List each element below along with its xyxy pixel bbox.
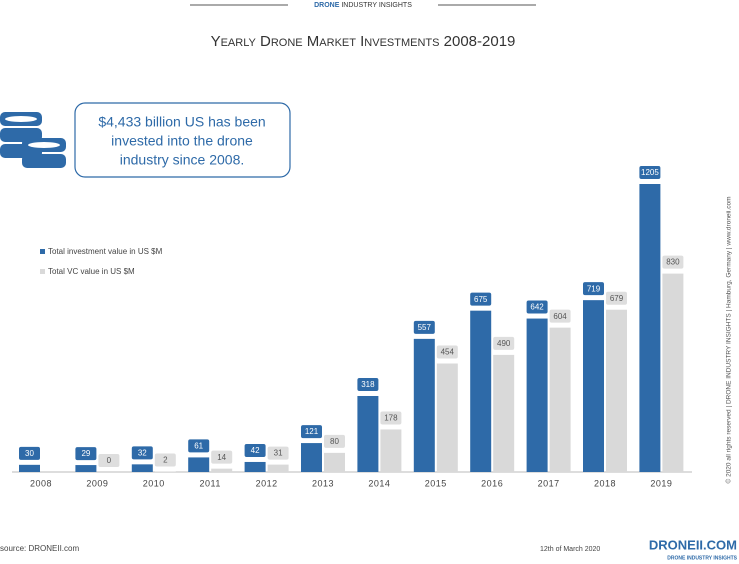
value-label: 557 xyxy=(418,323,432,332)
x-tick-label: 2018 xyxy=(594,478,616,488)
x-tick-label: 2017 xyxy=(538,478,560,488)
value-label: 42 xyxy=(251,446,260,455)
value-label: 31 xyxy=(274,449,283,458)
bar xyxy=(188,457,210,472)
bar xyxy=(267,464,289,472)
header: DRONE INDUSTRY INSIGHTS xyxy=(314,2,412,9)
bar xyxy=(549,327,571,472)
x-tick-label: 2016 xyxy=(481,478,503,488)
bar xyxy=(493,354,515,472)
value-label-box xyxy=(244,443,266,457)
callout-box xyxy=(74,102,291,178)
value-label-box xyxy=(583,282,604,296)
bar xyxy=(19,464,40,472)
value-label: 29 xyxy=(81,449,90,458)
x-tick-label: 2015 xyxy=(425,478,447,488)
value-label: 32 xyxy=(138,448,147,457)
callout-line: invested into the drone xyxy=(111,133,253,149)
bar xyxy=(380,429,402,472)
value-label: 604 xyxy=(553,312,567,321)
value-label: 719 xyxy=(587,284,601,293)
chart-title: Yearly Drone Market Investments 2008-201… xyxy=(211,33,516,50)
value-label-box xyxy=(436,345,458,359)
date: 12th of March 2020 xyxy=(540,546,600,553)
value-label-box xyxy=(380,411,402,425)
bar xyxy=(301,443,322,472)
bar xyxy=(131,464,153,472)
x-tick-label: 2011 xyxy=(200,478,221,488)
value-label-box xyxy=(526,300,548,314)
value-label: 61 xyxy=(194,442,203,451)
value-label: 2 xyxy=(163,456,168,465)
bar xyxy=(244,461,266,472)
value-label-box xyxy=(662,255,684,269)
value-label: 318 xyxy=(361,380,375,389)
x-tick-label: 2010 xyxy=(143,478,165,488)
value-label: 178 xyxy=(384,414,398,423)
value-label: 679 xyxy=(610,294,624,303)
x-tick-label: 2008 xyxy=(30,478,52,488)
x-tick-label: 2012 xyxy=(256,478,278,488)
legend-label: Total investment value in US $M xyxy=(48,247,163,256)
source: source: DRONEII.com xyxy=(0,544,79,553)
value-label: 675 xyxy=(474,295,488,304)
value-label: 642 xyxy=(530,303,544,312)
bar xyxy=(324,452,345,472)
value-label-box xyxy=(357,377,379,391)
bar xyxy=(211,468,233,472)
bar xyxy=(75,465,97,472)
legend-label: Total VC value in US $M xyxy=(48,267,135,276)
value-label-box xyxy=(188,439,210,453)
x-tick-label: 2009 xyxy=(86,478,108,488)
value-label-box xyxy=(154,453,176,467)
value-label: 30 xyxy=(25,449,34,458)
bar xyxy=(662,273,684,472)
value-label-box xyxy=(549,309,571,323)
value-label-box xyxy=(211,450,233,464)
value-label-box xyxy=(470,292,492,306)
value-label-box xyxy=(606,291,627,305)
bar xyxy=(470,310,492,472)
value-label-box xyxy=(131,446,153,460)
value-label-box xyxy=(75,447,97,461)
callout-line: industry since 2008. xyxy=(120,152,245,168)
callout-line: $4,433 billion US has been xyxy=(98,114,265,130)
value-label: 0 xyxy=(107,456,112,465)
header-brand: DRONE xyxy=(314,2,340,9)
value-label: 14 xyxy=(217,453,226,462)
value-label: 1205 xyxy=(641,168,659,177)
bar xyxy=(436,363,458,472)
value-label-box xyxy=(301,425,322,439)
coins-icon xyxy=(0,112,66,168)
value-label-box xyxy=(19,446,40,460)
value-label-box xyxy=(267,446,289,460)
value-label: 454 xyxy=(441,348,455,357)
x-tick-label: 2014 xyxy=(368,478,390,488)
legend-swatch xyxy=(40,249,45,254)
bar xyxy=(357,395,379,472)
bar xyxy=(639,184,661,472)
value-label: 121 xyxy=(305,427,319,436)
legend-swatch xyxy=(40,269,45,274)
header-rest: INDUSTRY INSIGHTS xyxy=(341,2,412,9)
value-label: 490 xyxy=(497,339,511,348)
bar xyxy=(606,309,627,472)
value-label-box xyxy=(324,434,345,448)
bar xyxy=(413,338,435,472)
value-label-box xyxy=(639,166,661,179)
logo: DRONEII.COM xyxy=(649,537,737,552)
bar xyxy=(526,318,548,472)
value-label-box xyxy=(98,454,120,467)
value-label-box xyxy=(413,320,435,334)
logo-sub: DRONE INDUSTRY INSIGHTS xyxy=(667,555,737,561)
bar xyxy=(583,300,604,472)
copyright: © 2020 all rights reserved | DRONE INDUS… xyxy=(725,196,733,483)
value-label-box xyxy=(493,336,515,350)
value-label: 80 xyxy=(330,437,339,446)
x-tick-label: 2019 xyxy=(650,478,672,488)
x-tick-label: 2013 xyxy=(312,478,334,488)
value-label: 830 xyxy=(666,258,680,267)
